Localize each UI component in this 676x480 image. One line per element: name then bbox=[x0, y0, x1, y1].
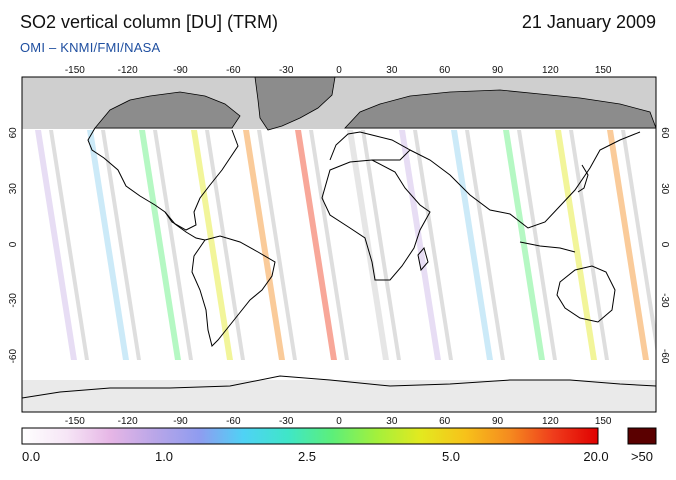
north-america-coast bbox=[87, 127, 239, 231]
coastlines bbox=[22, 127, 656, 399]
top-lon-tick--120: -120 bbox=[118, 65, 138, 76]
right-lat-tick-30: 30 bbox=[659, 183, 670, 195]
left-lat-tick--30: -30 bbox=[8, 293, 19, 308]
bottom-lon-tick-150: 150 bbox=[595, 416, 612, 427]
swath-track bbox=[607, 130, 649, 360]
right-latitude-ticks: 60 30 0 -30 -60 bbox=[659, 127, 670, 364]
colorbar-label-4: 20.0 bbox=[583, 449, 609, 464]
colorbar-overflow-box bbox=[627, 427, 657, 445]
swath-track bbox=[347, 130, 389, 360]
swath-track bbox=[555, 130, 597, 360]
top-lon-tick--150: -150 bbox=[65, 65, 85, 76]
top-lon-tick-60: 60 bbox=[439, 65, 451, 76]
indonesia-coast bbox=[519, 241, 576, 253]
swath-track bbox=[191, 130, 233, 360]
swath-track-gray bbox=[361, 130, 401, 360]
colorbar-gradient bbox=[21, 427, 599, 445]
bottom-lon-tick--150: -150 bbox=[65, 416, 85, 427]
top-lon-tick--30: -30 bbox=[279, 65, 294, 76]
eurasia-arctic-land bbox=[344, 89, 656, 129]
colorbar-label-1: 1.0 bbox=[154, 449, 174, 464]
swath-track-gray bbox=[101, 130, 141, 360]
swath-track-gray bbox=[153, 130, 193, 360]
japan-coast bbox=[577, 164, 589, 193]
swath-track-gray bbox=[465, 130, 505, 360]
top-lon-tick-120: 120 bbox=[542, 65, 559, 76]
colorbar-label-0: 0.0 bbox=[22, 449, 41, 464]
swath-track bbox=[503, 130, 545, 360]
europe-coast bbox=[329, 131, 411, 161]
swath-track bbox=[243, 130, 285, 360]
bottom-lon-tick--120: -120 bbox=[118, 416, 138, 427]
colorbar-label-3: 5.0 bbox=[441, 449, 461, 464]
top-lon-tick--60: -60 bbox=[226, 65, 241, 76]
swath-track-gray bbox=[257, 130, 297, 360]
swath-track bbox=[399, 130, 441, 360]
swath-track-gray bbox=[205, 130, 245, 360]
top-lon-tick-150: 150 bbox=[595, 65, 612, 76]
colorbar-label-2: 2.5 bbox=[297, 449, 317, 464]
right-lat-tick--60: -60 bbox=[659, 349, 670, 364]
bottom-lon-tick-30: 30 bbox=[386, 416, 398, 427]
swath-track-gray bbox=[621, 130, 656, 354]
bottom-lon-tick-0: 0 bbox=[336, 416, 342, 427]
top-lon-tick--90: -90 bbox=[173, 65, 188, 76]
bottom-lon-tick-60: 60 bbox=[439, 416, 451, 427]
top-lon-tick-0: 0 bbox=[336, 65, 342, 76]
map-background bbox=[22, 77, 656, 412]
left-lat-tick-30: 30 bbox=[8, 183, 19, 195]
australia-coast bbox=[556, 265, 616, 323]
south-america-coast bbox=[191, 235, 276, 347]
colorbar-label-5: >50 bbox=[630, 449, 654, 464]
bottom-lon-tick--90: -90 bbox=[173, 416, 188, 427]
swath-track bbox=[295, 130, 337, 360]
north-america-arctic-land bbox=[94, 91, 241, 129]
left-lat-tick-60: 60 bbox=[8, 127, 19, 139]
top-lon-tick-30: 30 bbox=[386, 65, 398, 76]
map-date: 21 January 2009 bbox=[521, 12, 656, 32]
swath-track bbox=[451, 130, 493, 360]
bottom-lon-tick--60: -60 bbox=[226, 416, 241, 427]
bottom-lon-tick-120: 120 bbox=[542, 416, 559, 427]
bottom-lon-tick-90: 90 bbox=[492, 416, 504, 427]
antarctica-coast bbox=[22, 375, 656, 399]
top-lon-tick-90: 90 bbox=[492, 65, 504, 76]
left-latitude-ticks: 60 30 0 -30 -60 bbox=[8, 127, 19, 364]
right-lat-tick--30: -30 bbox=[659, 293, 670, 308]
swath-track-gray bbox=[413, 130, 453, 360]
africa-coast bbox=[321, 159, 431, 281]
swath-track bbox=[35, 130, 77, 360]
swath-track bbox=[87, 130, 129, 360]
top-longitude-ticks: -150 -120 -90 -60 -30 0 30 60 90 120 150 bbox=[65, 65, 612, 76]
swath-track-gray bbox=[569, 130, 609, 360]
swath-track-gray bbox=[49, 130, 89, 360]
swath-track-gray bbox=[309, 130, 349, 360]
greenland-land bbox=[254, 77, 336, 131]
map-credit: OMI – KNMI/FMI/NASA bbox=[20, 40, 161, 55]
map-title: SO2 vertical column [DU] (TRM) bbox=[20, 12, 279, 32]
left-lat-tick-0: 0 bbox=[8, 241, 19, 247]
map-frame bbox=[21, 76, 657, 413]
madagascar-coast bbox=[417, 246, 429, 272]
central-america-coast bbox=[164, 211, 206, 241]
asia-coast bbox=[409, 131, 641, 229]
south-polar-nodata bbox=[22, 380, 656, 412]
bottom-lon-tick--30: -30 bbox=[279, 416, 294, 427]
left-lat-tick--60: -60 bbox=[8, 349, 19, 364]
right-lat-tick-60: 60 bbox=[659, 127, 670, 139]
right-lat-tick-0: 0 bbox=[659, 242, 670, 248]
bottom-longitude-ticks: -150 -120 -90 -60 -30 0 30 60 90 120 150 bbox=[65, 416, 612, 427]
swath-track bbox=[139, 130, 181, 360]
